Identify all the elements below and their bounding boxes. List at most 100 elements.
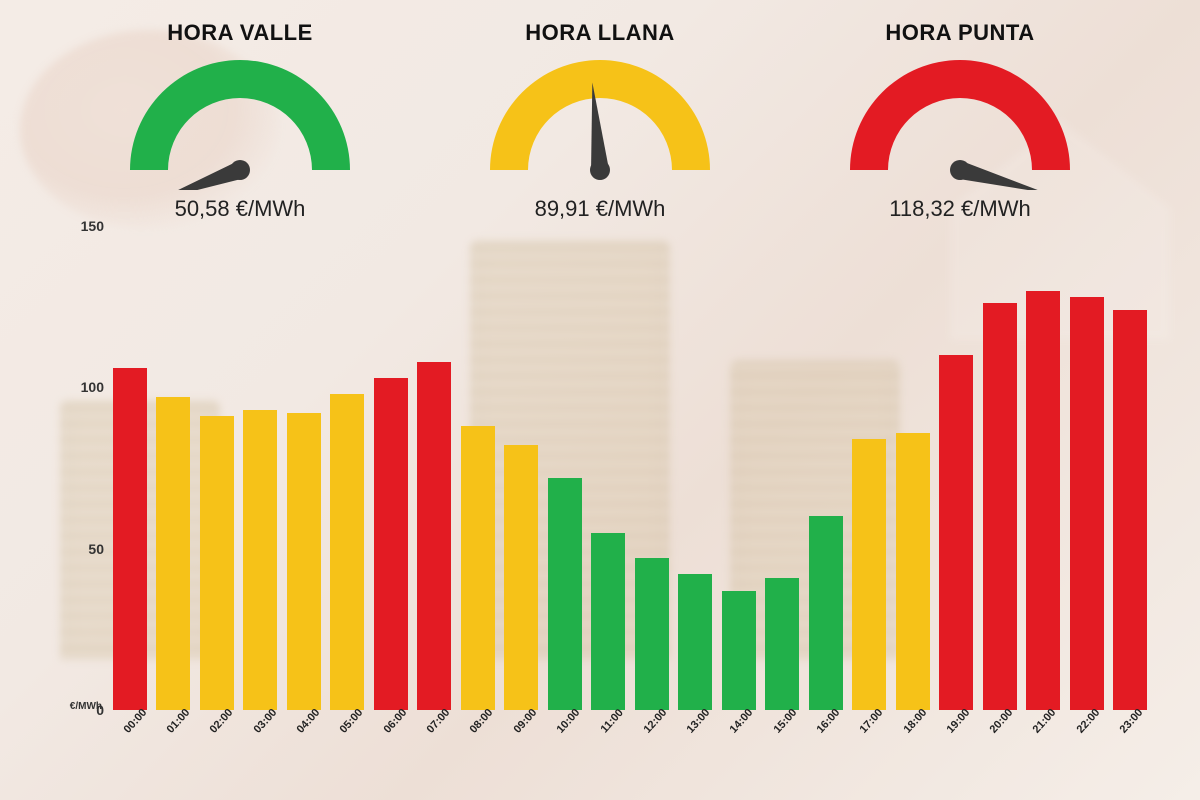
y-axis: €/MWh 050100150	[40, 226, 110, 710]
x-label: 11:00	[598, 707, 625, 735]
gauge-hub	[230, 160, 250, 180]
x-label: 07:00	[425, 707, 453, 736]
y-tick: 50	[44, 541, 104, 557]
gauge-arc	[850, 60, 1070, 170]
bar-col	[1024, 226, 1064, 710]
gauge-valle	[110, 50, 370, 190]
gauge-arc	[130, 60, 350, 170]
bar-col	[415, 226, 455, 710]
x-label: 16:00	[814, 707, 842, 736]
bar	[635, 558, 669, 710]
x-col: 06:00	[370, 710, 413, 770]
bar-col	[502, 226, 542, 710]
x-col: 04:00	[283, 710, 326, 770]
bar-col	[589, 226, 629, 710]
x-label: 10:00	[554, 707, 582, 736]
x-label: 20:00	[988, 707, 1016, 736]
bar	[1070, 297, 1104, 710]
bar	[939, 355, 973, 710]
x-col: 18:00	[890, 710, 933, 770]
bar-col	[632, 226, 672, 710]
x-label: 22:00	[1074, 707, 1102, 736]
x-col: 02:00	[197, 710, 240, 770]
gauge-price: 50,58 €/MWh	[175, 196, 306, 222]
x-col: 22:00	[1063, 710, 1106, 770]
x-col: 17:00	[847, 710, 890, 770]
x-col: 08:00	[457, 710, 500, 770]
x-label: 05:00	[338, 707, 366, 736]
bar-col	[154, 226, 194, 710]
plot-area	[110, 226, 1150, 710]
gauge-hub	[950, 160, 970, 180]
x-col: 10:00	[543, 710, 586, 770]
gauge-title: HORA PUNTA	[885, 20, 1034, 46]
bar-col	[850, 226, 890, 710]
x-axis: 00:00 01:0002:0003:00 04:00 05:00 06:00 07:00…	[110, 710, 1150, 770]
x-label: 01:00	[165, 707, 193, 736]
x-col: 20:00	[977, 710, 1020, 770]
bar-col	[893, 226, 933, 710]
x-label: 12:00	[641, 707, 669, 736]
dashboard-root: HORA VALLE 50,58 €/MWh HORA LLANA 89,91 …	[0, 0, 1200, 800]
bar	[765, 578, 799, 710]
bar	[678, 574, 712, 710]
bar	[461, 426, 495, 710]
gauge-price: 89,91 €/MWh	[535, 196, 666, 222]
gauge-title: HORA LLANA	[525, 20, 675, 46]
bar	[330, 394, 364, 710]
bar	[722, 591, 756, 710]
bar-col	[980, 226, 1020, 710]
x-col: 00:00	[110, 710, 153, 770]
gauge-punta	[830, 50, 1090, 190]
bar-col	[284, 226, 324, 710]
x-label: 15:00	[771, 707, 799, 736]
bar-col	[763, 226, 803, 710]
bar-col	[197, 226, 237, 710]
x-label: 08:00	[468, 707, 496, 736]
x-label: 18:00	[901, 707, 929, 736]
gauge-block-valle: HORA VALLE 50,58 €/MWh	[110, 20, 370, 222]
gauges-row: HORA VALLE 50,58 €/MWh HORA LLANA 89,91 …	[40, 20, 1160, 222]
bar	[243, 410, 277, 710]
bar	[113, 368, 147, 710]
y-tick: 0	[44, 702, 104, 718]
bar	[591, 533, 625, 710]
x-col: 03:00	[240, 710, 283, 770]
x-label: 09:00	[511, 707, 539, 736]
x-label: 06:00	[381, 707, 409, 736]
bar	[852, 439, 886, 710]
bar-col	[1067, 226, 1107, 710]
x-col: 12:00	[630, 710, 673, 770]
x-col: 14:00	[717, 710, 760, 770]
bar-col	[1111, 226, 1151, 710]
bar	[504, 445, 538, 710]
x-col: 15:00	[760, 710, 803, 770]
x-col: 23:00	[1107, 710, 1150, 770]
bar	[287, 413, 321, 710]
gauge-needle	[157, 162, 243, 190]
x-col: 11:00	[587, 710, 630, 770]
bar-col	[719, 226, 759, 710]
bar-col	[676, 226, 716, 710]
hourly-price-chart: €/MWh 050100150 00:00 01:0002:0003:00 04:0…	[40, 226, 1160, 770]
bar-col	[458, 226, 498, 710]
bar	[374, 378, 408, 710]
gauge-llana	[470, 50, 730, 190]
bar-col	[937, 226, 977, 710]
x-col: 01:00	[153, 710, 196, 770]
bar-col	[545, 226, 585, 710]
x-label: 17:00	[858, 707, 886, 736]
x-col: 07:00	[413, 710, 456, 770]
x-col: 21:00	[1020, 710, 1063, 770]
bar-col	[328, 226, 368, 710]
x-label: 04:00	[295, 707, 323, 736]
x-col: 19:00	[933, 710, 976, 770]
x-label: 00:00	[121, 707, 149, 736]
gauge-block-llana: HORA LLANA 89,91 €/MWh	[470, 20, 730, 222]
bar	[156, 397, 190, 710]
x-label: 14:00	[728, 707, 756, 736]
gauge-block-punta: HORA PUNTA 118,32 €/MWh	[830, 20, 1090, 222]
x-col: 09:00	[500, 710, 543, 770]
bar	[548, 478, 582, 710]
bar	[417, 362, 451, 710]
